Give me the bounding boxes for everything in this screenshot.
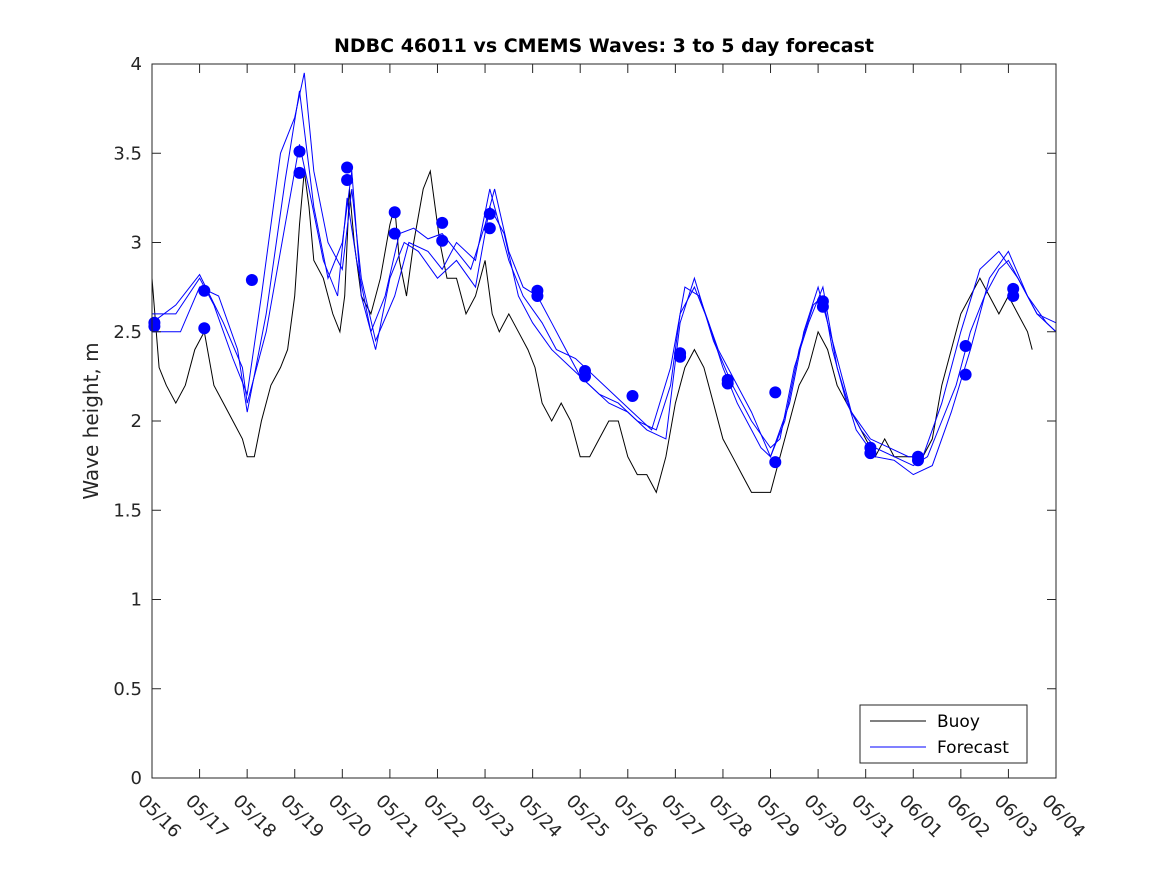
forecast-marker-24	[769, 386, 782, 399]
x-tick-label-12: 05/28	[704, 791, 756, 843]
forecast-marker-9	[388, 206, 401, 219]
y-tick-label-2: 1	[131, 590, 142, 611]
y-axis-label: Wave height, m	[79, 342, 103, 499]
forecast-marker-1	[148, 320, 161, 333]
x-tick-label-1: 05/17	[181, 791, 233, 843]
forecast-marker-14	[483, 222, 496, 235]
forecast-marker-21	[674, 350, 687, 363]
forecast-series-line-2	[152, 90, 1057, 476]
forecast-marker-27	[816, 300, 829, 313]
forecast-marker-18	[579, 370, 591, 383]
forecast-marker-2	[198, 284, 211, 297]
x-tick-label-19: 06/04	[1037, 791, 1089, 843]
x-tick-label-14: 05/30	[800, 791, 852, 843]
y-tick-label-4: 2	[131, 411, 142, 432]
x-tick-label-10: 05/26	[609, 791, 661, 843]
x-tick-label-15: 05/31	[847, 791, 899, 843]
forecast-marker-33	[959, 368, 972, 381]
x-tick-label-8: 05/24	[514, 791, 566, 843]
y-tick-label-5: 2.5	[113, 322, 142, 343]
x-tick-label-6: 05/22	[419, 791, 471, 843]
forecast-marker-12	[436, 234, 449, 247]
y-tick-label-0: 0	[131, 768, 142, 789]
x-tick-label-4: 05/20	[324, 791, 376, 843]
axes-box	[151, 63, 1057, 779]
legend-label-forecast: Forecast	[937, 738, 1009, 758]
forecast-marker-8	[341, 174, 354, 186]
x-tick-label-13: 05/29	[752, 791, 804, 843]
x-tick-label-16: 06/01	[895, 791, 947, 843]
legend-box	[859, 704, 1028, 764]
x-tick-label-9: 05/25	[562, 791, 614, 843]
x-tick-label-11: 05/27	[657, 791, 709, 843]
forecast-marker-4	[245, 274, 258, 286]
forecast-marker-13	[483, 207, 496, 220]
forecast-marker-7	[341, 161, 354, 174]
x-tick-label-18: 06/03	[990, 791, 1042, 843]
forecast-marker-5	[293, 145, 306, 158]
x-tick-label-3: 05/19	[276, 791, 328, 843]
y-tick-label-6: 3	[131, 233, 142, 254]
forecast-marker-29	[864, 447, 877, 460]
x-tick-label-7: 05/23	[467, 791, 519, 843]
forecast-series-line-3	[152, 72, 1057, 459]
forecast-series-line-1	[151, 144, 1057, 467]
chart-title: NDBC 46011 vs CMEMS Waves: 3 to 5 day fo…	[334, 35, 874, 57]
plot-area	[148, 72, 1057, 494]
legend: Buoy Forecast	[859, 704, 1028, 764]
y-tick-label-7: 3.5	[113, 143, 142, 164]
forecast-marker-25	[769, 456, 782, 469]
forecast-marker-31	[912, 454, 924, 467]
forecast-marker-32	[959, 340, 972, 352]
forecast-marker-35	[1007, 290, 1020, 302]
x-tick-label-17: 06/02	[942, 791, 994, 843]
forecast-marker-10	[388, 227, 401, 240]
y-tick-label-8: 4	[131, 54, 142, 75]
forecast-marker-23	[721, 377, 734, 390]
x-tick-label-5: 05/21	[371, 791, 423, 843]
forecast-marker-19	[626, 390, 639, 402]
y-tick-label-3: 1.5	[113, 500, 142, 521]
y-tick-label-1: 0.5	[113, 679, 142, 700]
legend-label-buoy: Buoy	[937, 712, 980, 732]
buoy-series-line	[151, 169, 1033, 494]
forecast-marker-16	[531, 290, 544, 302]
x-tick-label-2: 05/18	[229, 791, 281, 843]
forecast-marker-6	[293, 166, 306, 179]
forecast-marker-3	[198, 322, 211, 335]
x-tick-label-0: 05/16	[133, 791, 185, 843]
forecast-marker-11	[436, 216, 449, 229]
